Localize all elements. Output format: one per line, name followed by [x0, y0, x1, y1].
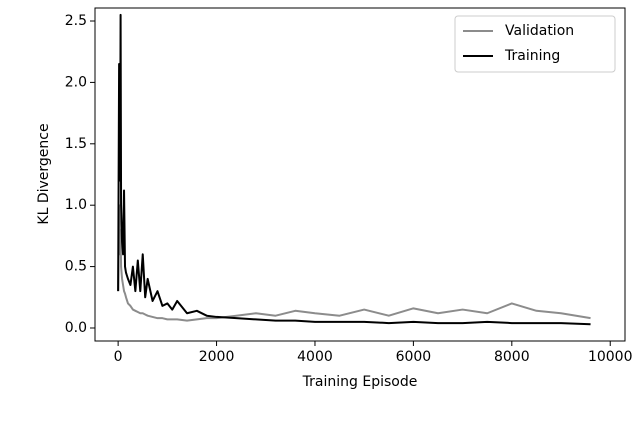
- x-tick-label: 6000: [396, 349, 432, 365]
- y-tick-label: 0.5: [65, 259, 87, 275]
- y-tick-label: 0.0: [65, 320, 87, 336]
- y-tick-label: 1.0: [65, 197, 87, 213]
- x-tick-label: 0: [114, 349, 123, 365]
- series-line: [117, 204, 591, 322]
- series-line: [117, 13, 591, 326]
- plot-frame: [94, 7, 626, 342]
- x-axis-label: Training Episode: [302, 374, 418, 390]
- legend-box: [454, 15, 616, 73]
- legend-label: Validation: [505, 23, 574, 39]
- y-tick-label: 1.5: [65, 136, 87, 152]
- x-tick-label: 2000: [199, 349, 235, 365]
- y-tick-label: 2.5: [65, 13, 87, 29]
- y-tick-label: 2.0: [65, 74, 87, 90]
- x-tick-label: 10000: [588, 349, 633, 365]
- legend-label: Training: [504, 48, 560, 64]
- x-tick-label: 8000: [494, 349, 530, 365]
- x-tick-label: 4000: [297, 349, 333, 365]
- y-axis-label: KL Divergence: [36, 123, 52, 224]
